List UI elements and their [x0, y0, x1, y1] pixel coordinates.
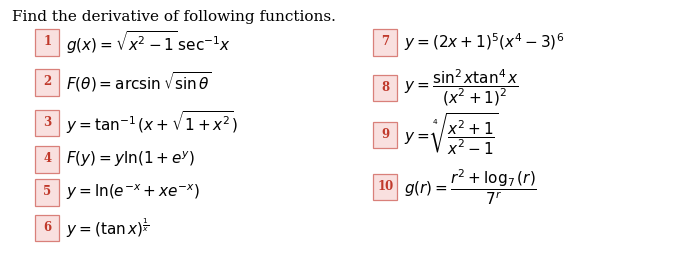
Text: $y = \sqrt[4]{\dfrac{x^2 + 1}{x^2 - 1}}$: $y = \sqrt[4]{\dfrac{x^2 + 1}{x^2 - 1}}$ [404, 112, 498, 157]
Text: $y = (2x + 1)^5(x^4 - 3)^6$: $y = (2x + 1)^5(x^4 - 3)^6$ [404, 32, 564, 53]
FancyBboxPatch shape [35, 110, 59, 136]
Text: 5: 5 [43, 185, 51, 198]
FancyBboxPatch shape [35, 29, 59, 56]
Text: $y = \dfrac{\sin^2 x\tan^4 x}{(x^2 + 1)^2}$: $y = \dfrac{\sin^2 x\tan^4 x}{(x^2 + 1)^… [404, 68, 518, 108]
Text: 7: 7 [381, 35, 389, 48]
Text: 10: 10 [377, 180, 393, 193]
Text: $g(r) = \dfrac{r^2 + \log_7(r)}{7^r}$: $g(r) = \dfrac{r^2 + \log_7(r)}{7^r}$ [404, 167, 537, 207]
FancyBboxPatch shape [35, 146, 59, 173]
Text: 6: 6 [43, 221, 51, 234]
Text: $F(y) = y\ln(1 + e^y)$: $F(y) = y\ln(1 + e^y)$ [66, 150, 195, 169]
Text: 8: 8 [381, 81, 389, 94]
Text: Find the derivative of following functions.: Find the derivative of following functio… [12, 10, 336, 24]
FancyBboxPatch shape [373, 75, 397, 101]
FancyBboxPatch shape [373, 174, 397, 200]
Text: 1: 1 [43, 35, 51, 48]
Text: 2: 2 [43, 75, 51, 88]
Text: 4: 4 [43, 152, 51, 165]
Text: $F(\theta) = \arcsin\sqrt{\sin\theta}$: $F(\theta) = \arcsin\sqrt{\sin\theta}$ [66, 71, 212, 94]
Text: 3: 3 [43, 116, 51, 129]
FancyBboxPatch shape [373, 122, 397, 148]
Text: $y = \tan^{-1}(x + \sqrt{1 + x^2})$: $y = \tan^{-1}(x + \sqrt{1 + x^2})$ [66, 109, 238, 136]
Text: $y = \ln(e^{-x} + xe^{-x})$: $y = \ln(e^{-x} + xe^{-x})$ [66, 183, 199, 202]
FancyBboxPatch shape [35, 215, 59, 241]
Text: $g(x) = \sqrt{x^2 - 1}\,\mathrm{sec}^{-1} x$: $g(x) = \sqrt{x^2 - 1}\,\mathrm{sec}^{-1… [66, 29, 231, 56]
Text: $y = (\tan x)^{\frac{1}{x}}$: $y = (\tan x)^{\frac{1}{x}}$ [66, 216, 149, 240]
FancyBboxPatch shape [35, 69, 59, 96]
Text: 9: 9 [381, 128, 389, 141]
FancyBboxPatch shape [35, 179, 59, 206]
FancyBboxPatch shape [373, 29, 397, 56]
